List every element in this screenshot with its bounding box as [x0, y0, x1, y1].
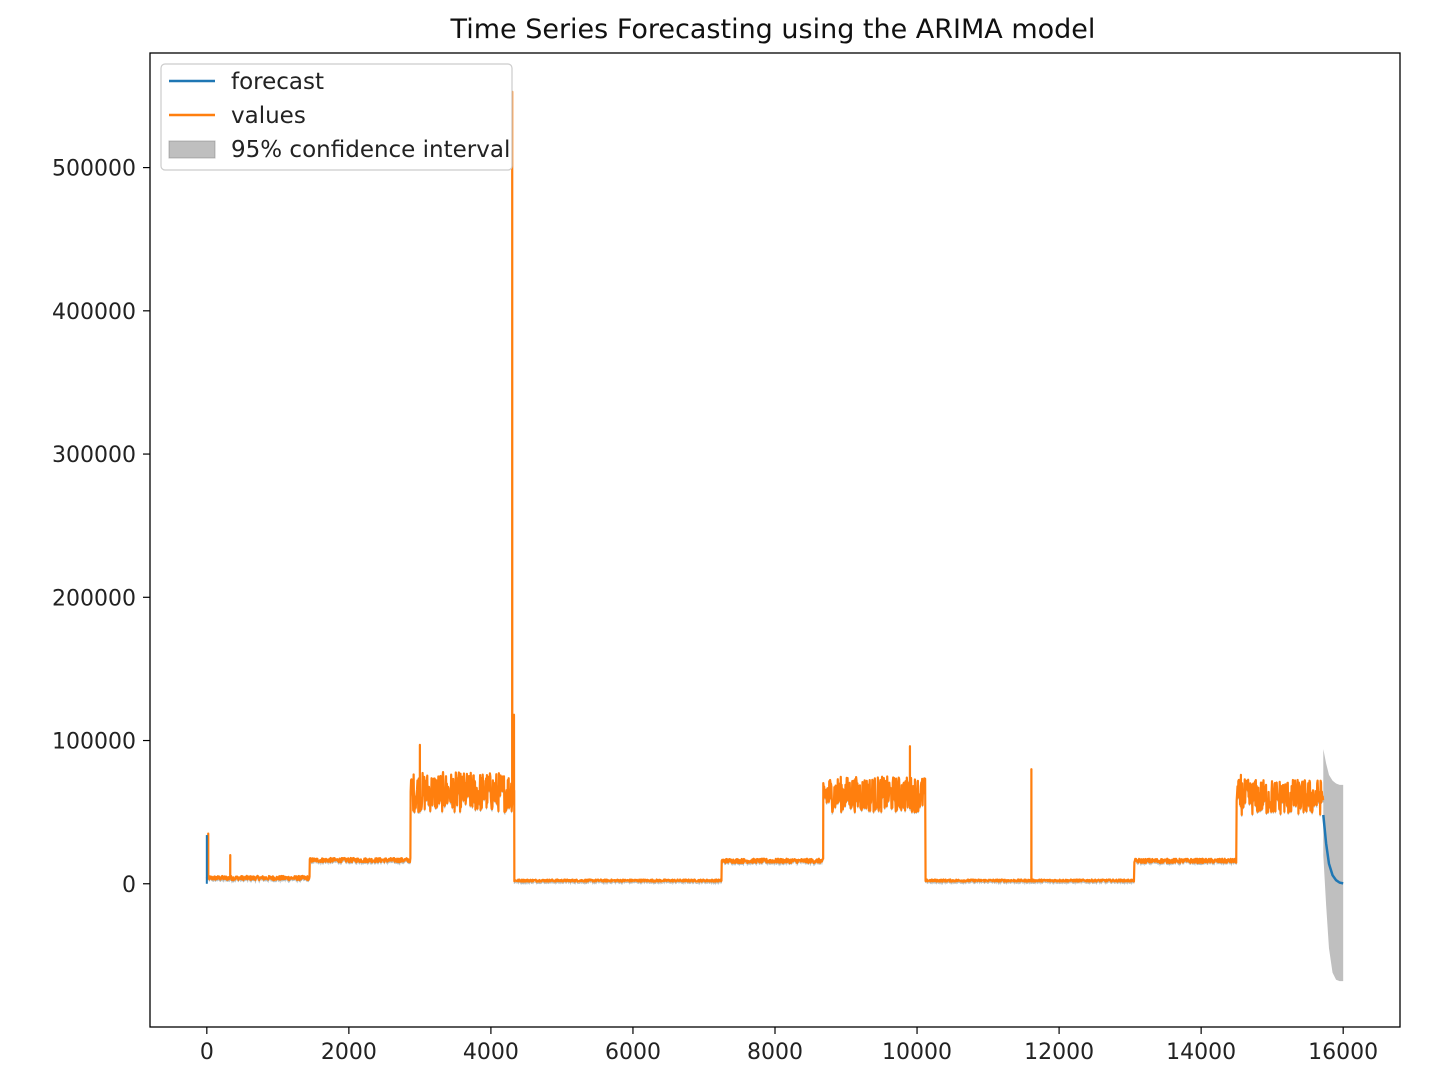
x-tick-label: 14000 [1166, 1040, 1236, 1065]
x-tick-label: 10000 [882, 1040, 952, 1065]
legend-label: values [231, 103, 306, 129]
x-tick-label: 2000 [321, 1040, 377, 1065]
y-tick-label: 400000 [52, 300, 136, 325]
confidence-interval-band [1323, 749, 1344, 982]
y-tick-label: 200000 [52, 586, 136, 611]
x-tick-label: 16000 [1308, 1040, 1378, 1065]
legend-confidence-interval-swatch [168, 140, 216, 159]
y-tick-label: 500000 [52, 157, 136, 182]
x-tick-label: 4000 [463, 1040, 519, 1065]
x-tick-label: 6000 [605, 1040, 661, 1065]
legend-label: forecast [231, 69, 324, 95]
forecast-series-line [1322, 814, 1344, 885]
y-tick-label: 0 [122, 873, 136, 898]
x-tick-label: 0 [200, 1040, 214, 1065]
legend-label: 95% confidence interval [231, 137, 510, 163]
x-tick-label: 8000 [747, 1040, 803, 1065]
chart-title: Time Series Forecasting using the ARIMA … [450, 14, 1096, 45]
y-tick-label: 100000 [52, 730, 136, 755]
x-tick-label: 12000 [1024, 1040, 1094, 1065]
legend-box [160, 63, 513, 171]
y-tick-label: 300000 [52, 443, 136, 468]
values-series-line [205, 90, 1325, 883]
plot-area: 0 2000 4000 6000 8000 10000 12000 14000 16000 0 10… [52, 52, 1401, 1065]
